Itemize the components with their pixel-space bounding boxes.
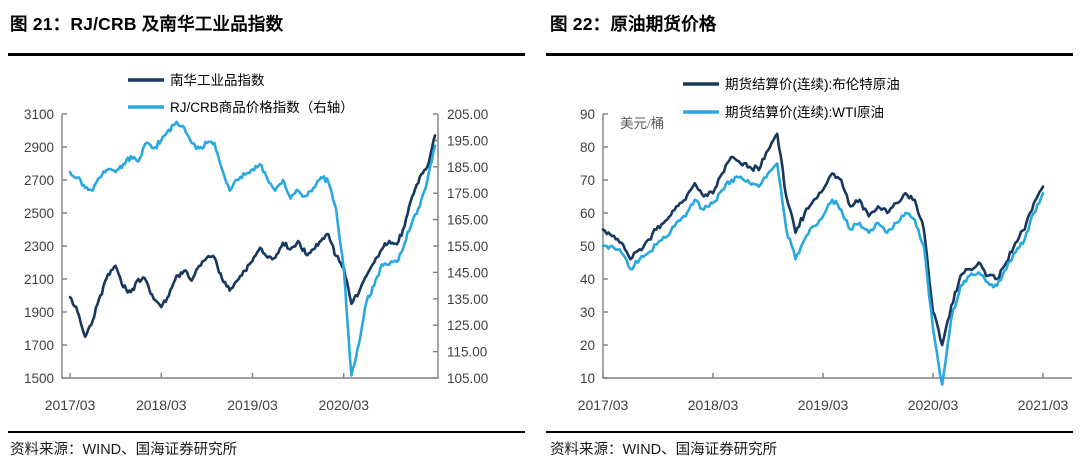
figure-21-panel: 图 21：RJ/CRB 及南华工业品指数 3100 2900 2700 2500 230…	[8, 14, 525, 458]
x-axis-label: 2019/03	[227, 397, 278, 413]
figure-21-title: 图 21：RJ/CRB 及南华工业品指数	[10, 14, 284, 34]
y-axis-label: 10	[580, 371, 595, 386]
y-axis-label: 2700	[24, 173, 54, 188]
x-axis-label: 2018/03	[688, 397, 739, 413]
y-axis-label: 2100	[24, 272, 54, 287]
series-line-0	[601, 132, 1045, 347]
x-axis-label: 2021/03	[1018, 397, 1069, 413]
secondary-y-axis-label: 175.00	[447, 186, 488, 201]
axis-frame	[602, 114, 1072, 379]
x-axis-label: 2020/03	[908, 397, 959, 413]
secondary-y-axis-label: 145.00	[447, 265, 488, 280]
x-axis-label: 2018/03	[136, 397, 187, 413]
y-axis-label: 30	[580, 305, 595, 320]
figure-21-title-rule	[8, 53, 525, 56]
axis-frame	[61, 114, 439, 379]
secondary-y-axis-label: 135.00	[447, 292, 488, 307]
figure-21-chart-canvas: 3100 2900 2700 2500 2300 2100 1900 1700 1500 205.…	[24, 73, 488, 413]
figure-21-footer-rule	[8, 431, 525, 433]
y-axis-label: 3100	[24, 107, 54, 122]
y-axis-label: 40	[580, 272, 595, 287]
y-axis-label: 80	[580, 140, 595, 155]
secondary-y-axis-label: 185.00	[447, 160, 488, 175]
figure-22-title-rule	[546, 53, 1073, 56]
secondary-y-axis-label: 165.00	[447, 213, 488, 228]
secondary-y-axis-label: 205.00	[447, 107, 488, 122]
y-axis-label: 70	[580, 173, 595, 188]
x-axis-label: 2020/03	[318, 397, 369, 413]
y-axis-label: 60	[580, 206, 595, 221]
figure-22-panel: 图 22：原油期货价格 90 80 70 60 50 40 30 20 10 2017/03 201…	[540, 0, 1080, 469]
series-line-0	[68, 134, 437, 339]
legend-label: 期货结算价(连续):布伦特原油	[725, 76, 900, 92]
x-axis-label: 2017/03	[45, 397, 96, 413]
y-axis-label: 90	[580, 107, 595, 122]
y-axis-label: 2300	[24, 239, 54, 254]
figure-22-footer-rule	[546, 431, 1073, 433]
secondary-y-axis-label: 155.00	[447, 239, 488, 254]
figure-21-source: 资料来源：WIND、国海证券研究所	[10, 442, 238, 458]
y-axis-label: 1900	[24, 305, 54, 320]
legend-label: 南华工业品指数	[170, 73, 265, 88]
x-axis-label: 2017/03	[578, 397, 629, 413]
y-axis-label: 1500	[24, 371, 54, 386]
y-axis-label: 50	[580, 239, 595, 254]
series-line-1	[68, 120, 437, 377]
legend-label: 期货结算价(连续):WTI原油	[725, 104, 884, 120]
y-axis-label: 1700	[24, 338, 54, 353]
y-axis-label: 20	[580, 338, 595, 353]
secondary-y-axis-label: 115.00	[447, 345, 487, 360]
secondary-y-axis-label: 125.00	[447, 318, 488, 333]
y-axis-unit-label: 美元/桶	[620, 116, 664, 131]
y-axis-label: 2500	[24, 206, 54, 221]
figure-22-title: 图 22：原油期货价格	[550, 14, 717, 34]
x-axis-label: 2019/03	[798, 397, 849, 413]
y-axis-label: 2900	[24, 140, 54, 155]
series-line-1	[601, 162, 1045, 386]
secondary-y-axis-label: 105.00	[447, 371, 488, 386]
figure-22-chart-canvas: 90 80 70 60 50 40 30 20 10 2017/03 2018/03 2019/03 2…	[578, 76, 1072, 413]
legend-label: RJ/CRB商品价格指数（右轴）	[170, 100, 354, 115]
secondary-y-axis-label: 195.00	[447, 133, 488, 148]
figure-22-source: 资料来源：WIND、国海证券研究所	[550, 442, 778, 458]
